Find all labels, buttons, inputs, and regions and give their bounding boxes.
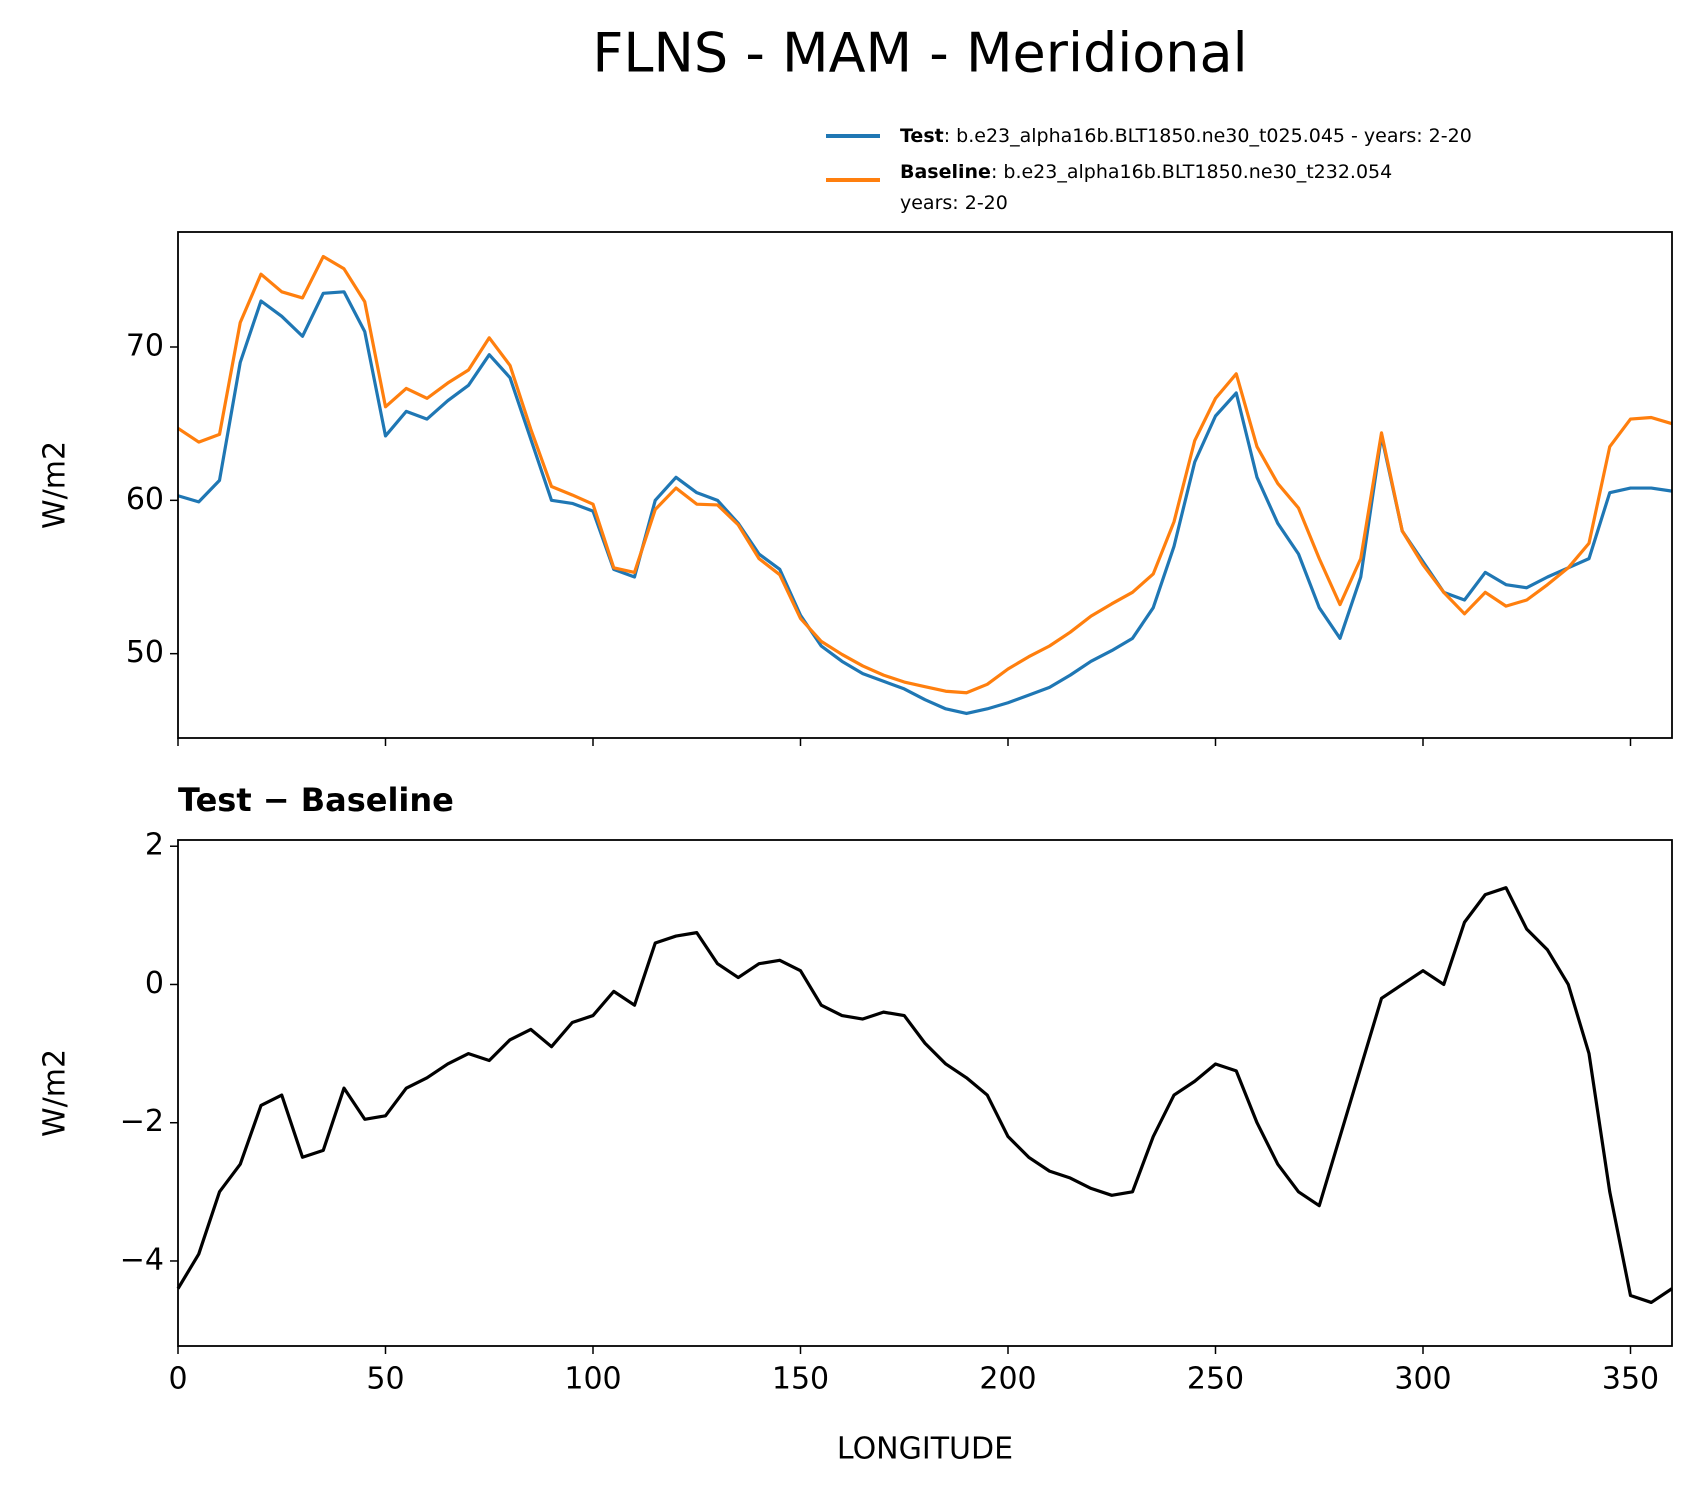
x-tick-label: 50: [366, 1362, 404, 1397]
y-tick-label: −2: [120, 1104, 164, 1139]
y-tick-label: −4: [120, 1242, 164, 1277]
series-line: [176, 886, 1673, 1305]
x-axis-label: LONGITUDE: [837, 1432, 1013, 1467]
y-axis-label: W/m2: [38, 1049, 73, 1137]
y-tick-label: 2: [145, 828, 164, 863]
chart-title: FLNS - MAM - Meridional: [592, 22, 1247, 85]
y-axis-label: W/m2: [38, 441, 73, 529]
x-tick-label: 100: [564, 1362, 621, 1397]
legend-text: years: 2-20: [900, 192, 1008, 214]
legend-name: Baseline: [900, 161, 991, 183]
x-tick-label: 350: [1602, 1362, 1659, 1397]
panel-title: Test − Baseline: [178, 781, 454, 819]
x-tick-label: 0: [168, 1362, 187, 1397]
y-tick-label: 60: [126, 482, 164, 517]
x-tick-label: 250: [1187, 1362, 1244, 1397]
legend-text: : b.e23_alpha16b.BLT1850.ne30_t025.045 -…: [944, 125, 1472, 147]
plot-frame: [177, 231, 1673, 739]
legend-label: Baseline: b.e23_alpha16b.BLT1850.ne30_t2…: [900, 161, 1392, 214]
series-line: [177, 290, 1673, 716]
legend-name: Test: [900, 125, 944, 147]
series-line: [177, 254, 1673, 695]
y-tick-label: 50: [126, 635, 164, 670]
legend-label: Test: b.e23_alpha16b.BLT1850.ne30_t025.0…: [900, 125, 1472, 147]
x-tick-label: 300: [1394, 1362, 1451, 1397]
x-tick-label: 200: [979, 1362, 1036, 1397]
y-tick-label: 70: [126, 329, 164, 364]
plot-frame: [177, 839, 1673, 1347]
legend-text: : b.e23_alpha16b.BLT1850.ne30_t232.054: [991, 161, 1392, 183]
y-tick-label: 0: [145, 966, 164, 1001]
x-tick-label: 150: [772, 1362, 829, 1397]
